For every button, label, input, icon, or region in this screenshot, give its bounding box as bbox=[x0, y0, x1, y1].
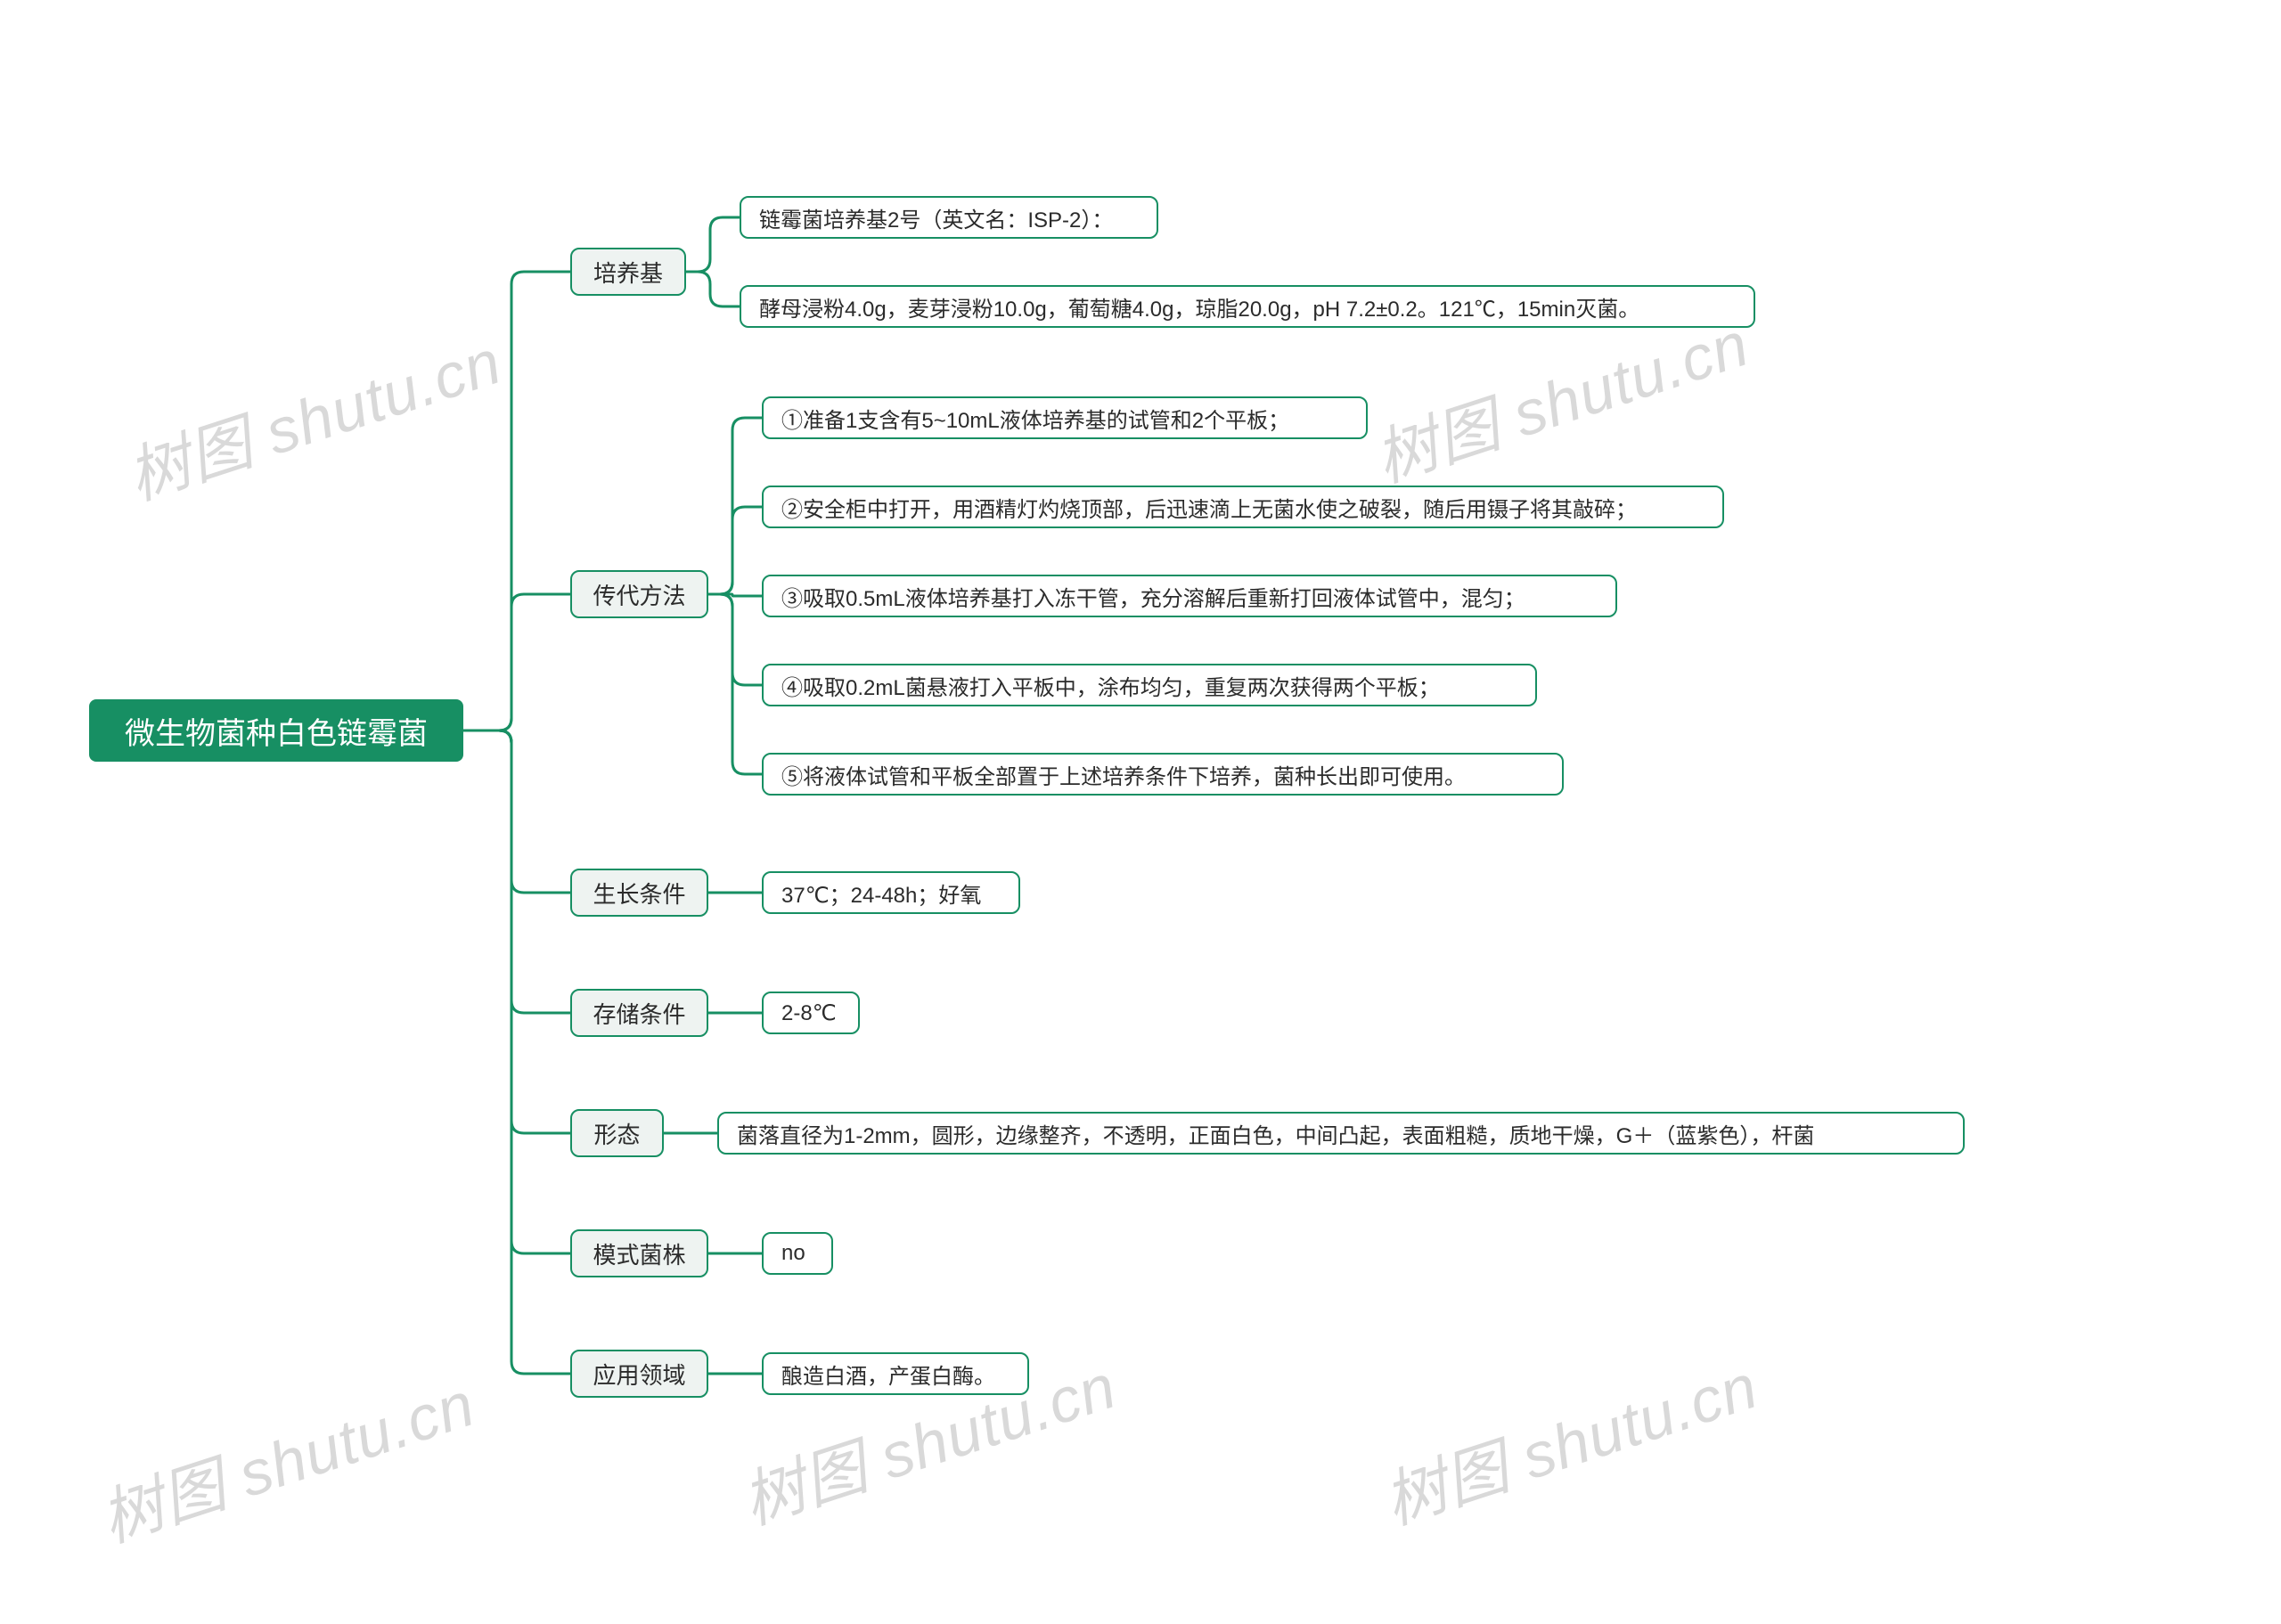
leaf-node[interactable]: ②安全柜中打开，用酒精灯灼烧顶部，后迅速滴上无菌水使之破裂，随后用镊子将其敲碎； bbox=[762, 486, 1724, 528]
branch-node-b5[interactable]: 形态 bbox=[570, 1109, 664, 1157]
branch-node-b7[interactable]: 应用领域 bbox=[570, 1350, 708, 1398]
branch-node-b6[interactable]: 模式菌株 bbox=[570, 1229, 708, 1277]
leaf-node[interactable]: 酿造白酒，产蛋白酶。 bbox=[762, 1352, 1029, 1395]
branch-node-b1[interactable]: 培养基 bbox=[570, 248, 686, 296]
leaf-node[interactable]: ⑤将液体试管和平板全部置于上述培养条件下培养，菌种长出即可使用。 bbox=[762, 753, 1564, 796]
branch-node-b4[interactable]: 存储条件 bbox=[570, 989, 708, 1037]
watermark: 树图 shutu.cn bbox=[115, 312, 511, 518]
root-node[interactable]: 微生物菌种白色链霉菌 bbox=[89, 699, 463, 762]
watermark: 树图 shutu.cn bbox=[1371, 1336, 1768, 1542]
branch-node-b3[interactable]: 生长条件 bbox=[570, 869, 708, 917]
leaf-node[interactable]: ④吸取0.2mL菌悬液打入平板中，涂布均匀，重复两次获得两个平板； bbox=[762, 664, 1537, 706]
branch-node-b2[interactable]: 传代方法 bbox=[570, 570, 708, 618]
leaf-node[interactable]: 链霉菌培养基2号（英文名：ISP-2）： bbox=[740, 196, 1158, 239]
leaf-node[interactable]: ①准备1支含有5~10mL液体培养基的试管和2个平板； bbox=[762, 396, 1368, 439]
mindmap-canvas: 树图 shutu.cn树图 shutu.cn树图 shutu.cn树图 shut… bbox=[0, 0, 2281, 1624]
leaf-node[interactable]: 酵母浸粉4.0g，麦芽浸粉10.0g，葡萄糖4.0g，琼脂20.0g，pH 7.… bbox=[740, 285, 1755, 328]
leaf-node[interactable]: 37℃；24-48h；好氧 bbox=[762, 871, 1020, 914]
connector-layer bbox=[0, 0, 2281, 1624]
leaf-node[interactable]: 菌落直径为1-2mm，圆形，边缘整齐，不透明，正面白色，中间凸起，表面粗糙，质地… bbox=[717, 1112, 1965, 1155]
leaf-node[interactable]: no bbox=[762, 1232, 833, 1275]
watermark: 树图 shutu.cn bbox=[88, 1354, 485, 1560]
leaf-node[interactable]: ③吸取0.5mL液体培养基打入冻干管，充分溶解后重新打回液体试管中，混匀； bbox=[762, 575, 1617, 617]
leaf-node[interactable]: 2-8℃ bbox=[762, 992, 860, 1034]
